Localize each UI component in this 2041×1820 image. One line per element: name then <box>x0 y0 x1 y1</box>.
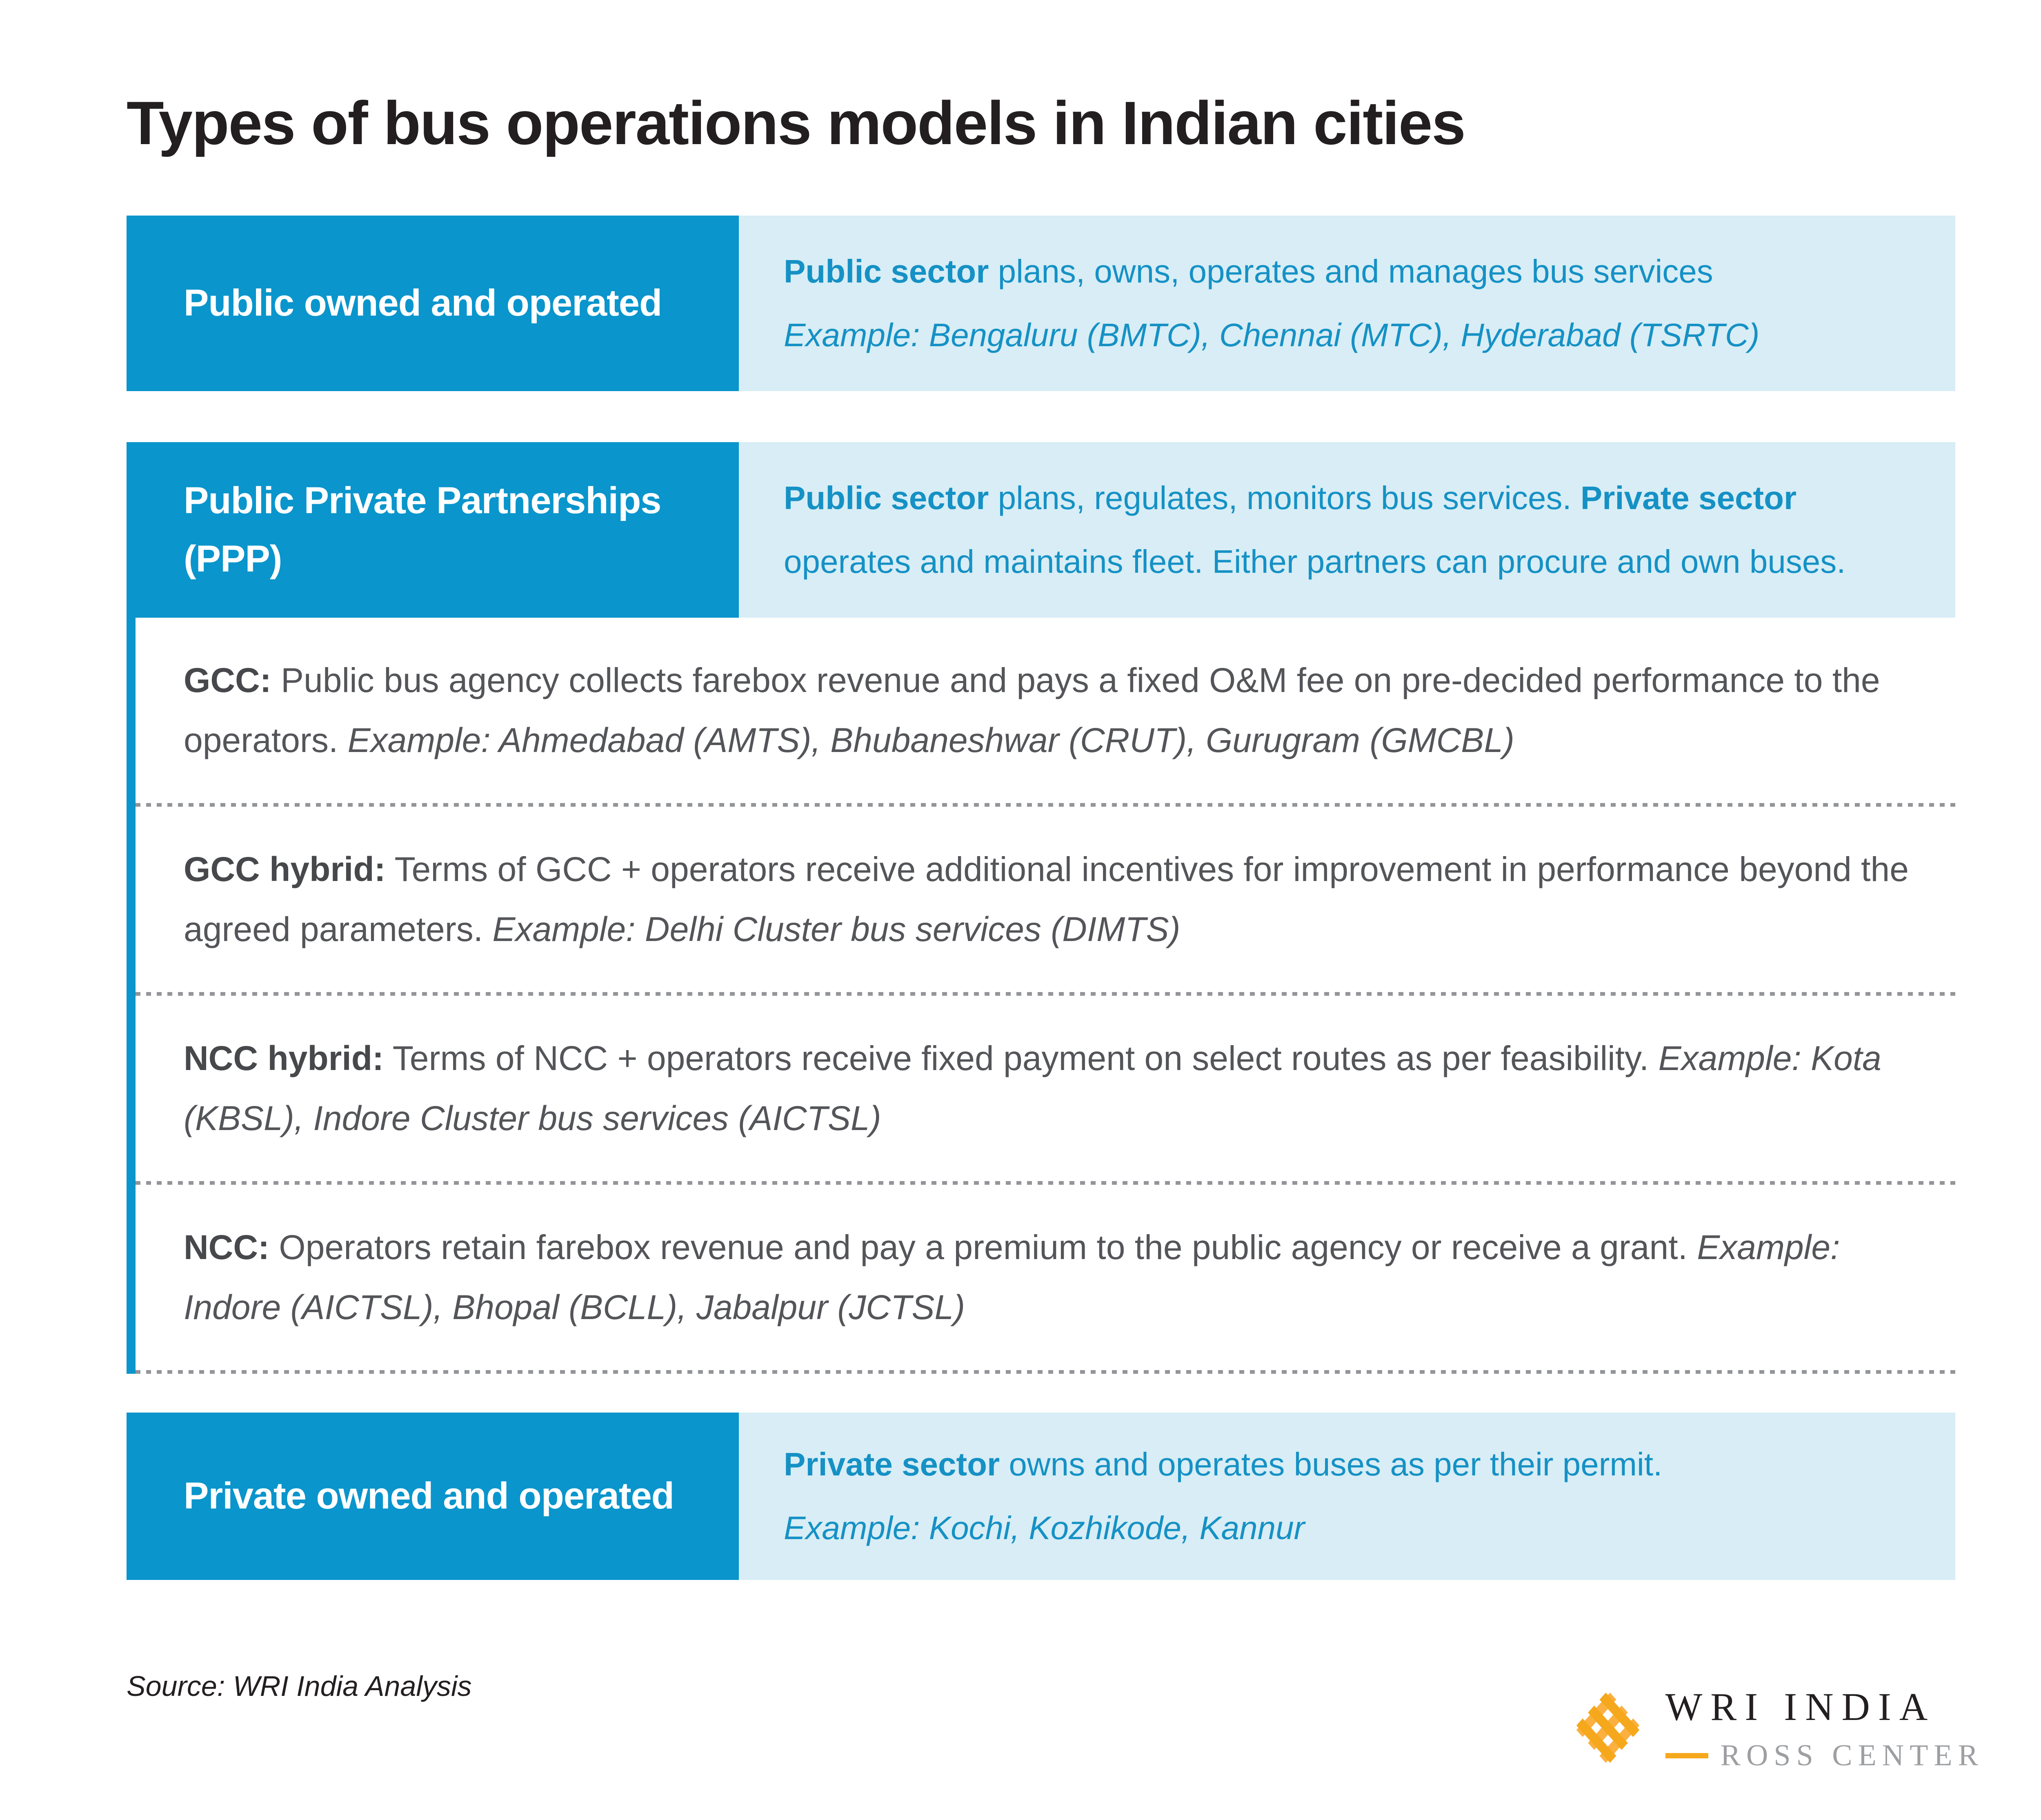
row-ppp: Public Private Partnerships (PPP) Public… <box>127 442 1955 618</box>
row-private-owned-desc-line: Private sector owns and operates buses a… <box>784 1438 1935 1491</box>
row-public-owned-example: Example: Bengaluru (BMTC), Chennai (MTC)… <box>784 316 1760 353</box>
wri-center-row: ROSS CENTER <box>1665 1738 1984 1773</box>
row-private-owned-example: Example: Kochi, Kozhikode, Kannur <box>784 1509 1305 1546</box>
ppp-item-gcc-hybrid-label: GCC hybrid: <box>184 850 386 888</box>
row-ppp-header-cell: Public Private Partnerships (PPP) <box>127 442 739 618</box>
ppp-item-gcc-hybrid-text: Terms of GCC + operators receive additio… <box>184 850 1909 948</box>
ppp-public-sector-bold-text: Public sector <box>784 479 989 516</box>
row-private-owned-desc-cell: Private sector owns and operates buses a… <box>739 1412 1955 1580</box>
row-public-owned-header-label: Public owned and operated <box>184 282 662 324</box>
figure-title: Types of bus operations models in Indian… <box>127 89 1466 157</box>
private-sector-bold-text: Private sector <box>784 1446 1000 1482</box>
ppp-item-ncc-hybrid-text: Terms of NCC + operators receive fixed p… <box>383 1039 1659 1077</box>
wri-logo: WRI INDIA ROSS CENTER <box>1573 1684 1984 1773</box>
row-ppp-header-line1: Public Private Partnerships <box>184 479 661 521</box>
row-ppp-desc-cell: Public sector plans, regulates, monitors… <box>739 442 1955 618</box>
row-private-owned-header-label: Private owned and operated <box>184 1475 674 1517</box>
wri-logo-text: WRI INDIA ROSS CENTER <box>1665 1684 1984 1773</box>
ppp-item-ncc-example: Example: Indore (AICTSL), Bhopal (BCLL),… <box>184 1228 1840 1326</box>
public-sector-bold-text: Public sector <box>784 253 989 289</box>
ppp-item-ncc: NCC: Operators retain farebox revenue an… <box>136 1185 1955 1370</box>
ppp-item-ncc-label: NCC: <box>184 1228 269 1266</box>
ppp-item-ncc-hybrid-label: NCC hybrid: <box>184 1039 384 1077</box>
ppp-item-ncc-text: Operators retain farebox revenue and pay… <box>269 1228 1697 1266</box>
ppp-item-gcc: GCC: Public bus agency collects farebox … <box>136 618 1955 803</box>
ross-center-dash <box>1665 1753 1708 1758</box>
row-ppp-desc-line1: Public sector plans, regulates, monitors… <box>784 472 1935 524</box>
dashed-divider <box>136 1181 1955 1185</box>
row-public-owned: Public owned and operated Public sector … <box>127 215 1955 391</box>
wri-lattice-icon <box>1573 1689 1643 1769</box>
row-public-owned-header-cell: Public owned and operated <box>127 215 739 391</box>
ppp-item-gcc-example: Example: Ahmedabad (AMTS), Bhubaneshwar … <box>347 721 1515 759</box>
row-private-owned-header-cell: Private owned and operated <box>127 1412 739 1580</box>
ppp-sub-models: GCC: Public bus agency collects farebox … <box>127 617 1955 1374</box>
row-ppp-desc-line2: operates and maintains fleet. Either par… <box>784 543 1846 580</box>
wri-org-name: WRI INDIA <box>1665 1685 1936 1729</box>
ppp-private-sector-bold-text: Private sector <box>1580 479 1797 516</box>
ppp-item-gcc-text: Public bus agency collects farebox reven… <box>184 661 1880 759</box>
row-public-owned-desc-cell: Public sector plans, owns, operates and … <box>739 215 1955 391</box>
dashed-divider <box>136 803 1955 807</box>
ppp-item-gcc-label: GCC: <box>184 661 271 699</box>
ppp-item-gcc-hybrid: GCC hybrid: Terms of GCC + operators rec… <box>136 807 1955 992</box>
ppp-item-gcc-hybrid-example: Example: Delhi Cluster bus services (DIM… <box>492 910 1181 948</box>
row-public-owned-desc-rest: plans, owns, operates and manages bus se… <box>989 253 1713 289</box>
row-public-owned-desc-line: Public sector plans, owns, operates and … <box>784 245 1935 298</box>
operations-table: Public owned and operated Public sector … <box>127 215 1955 1580</box>
ppp-item-ncc-hybrid-example: Example: Kota (KBSL), Indore Cluster bus… <box>184 1039 1881 1137</box>
ppp-item-ncc-hybrid: NCC hybrid: Terms of NCC + operators rec… <box>136 996 1955 1181</box>
dashed-divider <box>136 992 1955 996</box>
wri-center-name: ROSS CENTER <box>1720 1739 1984 1772</box>
row-ppp-desc-text1: plans, regulates, monitors bus services. <box>989 479 1581 516</box>
row-private-owned: Private owned and operated Private secto… <box>127 1412 1955 1580</box>
source-note: Source: WRI India Analysis <box>127 1670 472 1702</box>
dashed-divider <box>136 1370 1955 1374</box>
row-ppp-header-line2: (PPP) <box>184 538 282 580</box>
row-private-owned-desc-rest: owns and operates buses as per their per… <box>1000 1446 1663 1482</box>
